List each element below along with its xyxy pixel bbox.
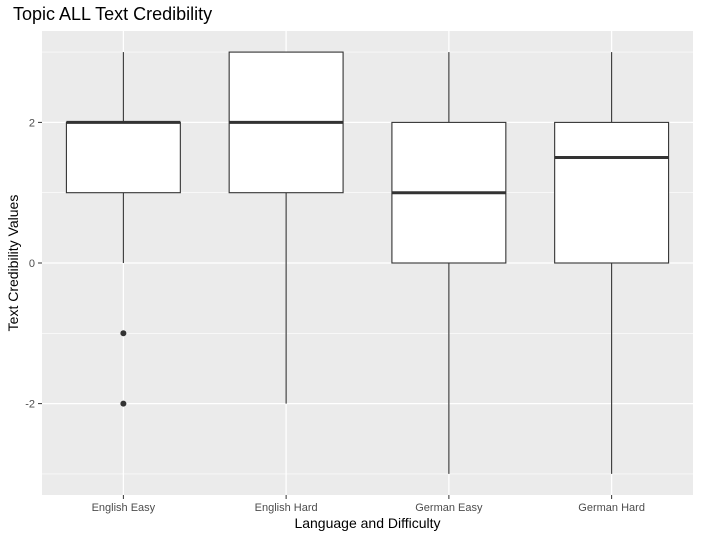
x-tick-label: English Easy [92, 502, 156, 514]
y-tick-label: 2 [29, 117, 35, 129]
x-axis-title: Language and Difficulty [294, 515, 440, 531]
x-tick-label: German Hard [578, 502, 645, 514]
x-tick-label: English Hard [255, 502, 318, 514]
outlier-point [120, 400, 127, 407]
y-axis-title: Text Credibility Values [5, 195, 21, 332]
box-iqr [65, 121, 181, 194]
outlier-point [120, 330, 127, 337]
box-german-easy [391, 52, 507, 474]
box-english-easy [65, 52, 181, 407]
chart-title: Topic ALL Text Credibility [13, 4, 212, 24]
box-german-hard [554, 52, 670, 474]
y-tick-label: -2 [25, 399, 35, 411]
box-english-hard [228, 51, 344, 404]
x-axis-ticks: English Easy English Hard German Easy Germa… [92, 495, 645, 514]
x-tick-label: German Easy [415, 502, 483, 514]
box-iqr [554, 121, 670, 264]
y-tick-label: 0 [29, 258, 35, 270]
boxes-layer [65, 51, 670, 474]
y-axis-ticks: -2 0 2 [25, 117, 42, 411]
